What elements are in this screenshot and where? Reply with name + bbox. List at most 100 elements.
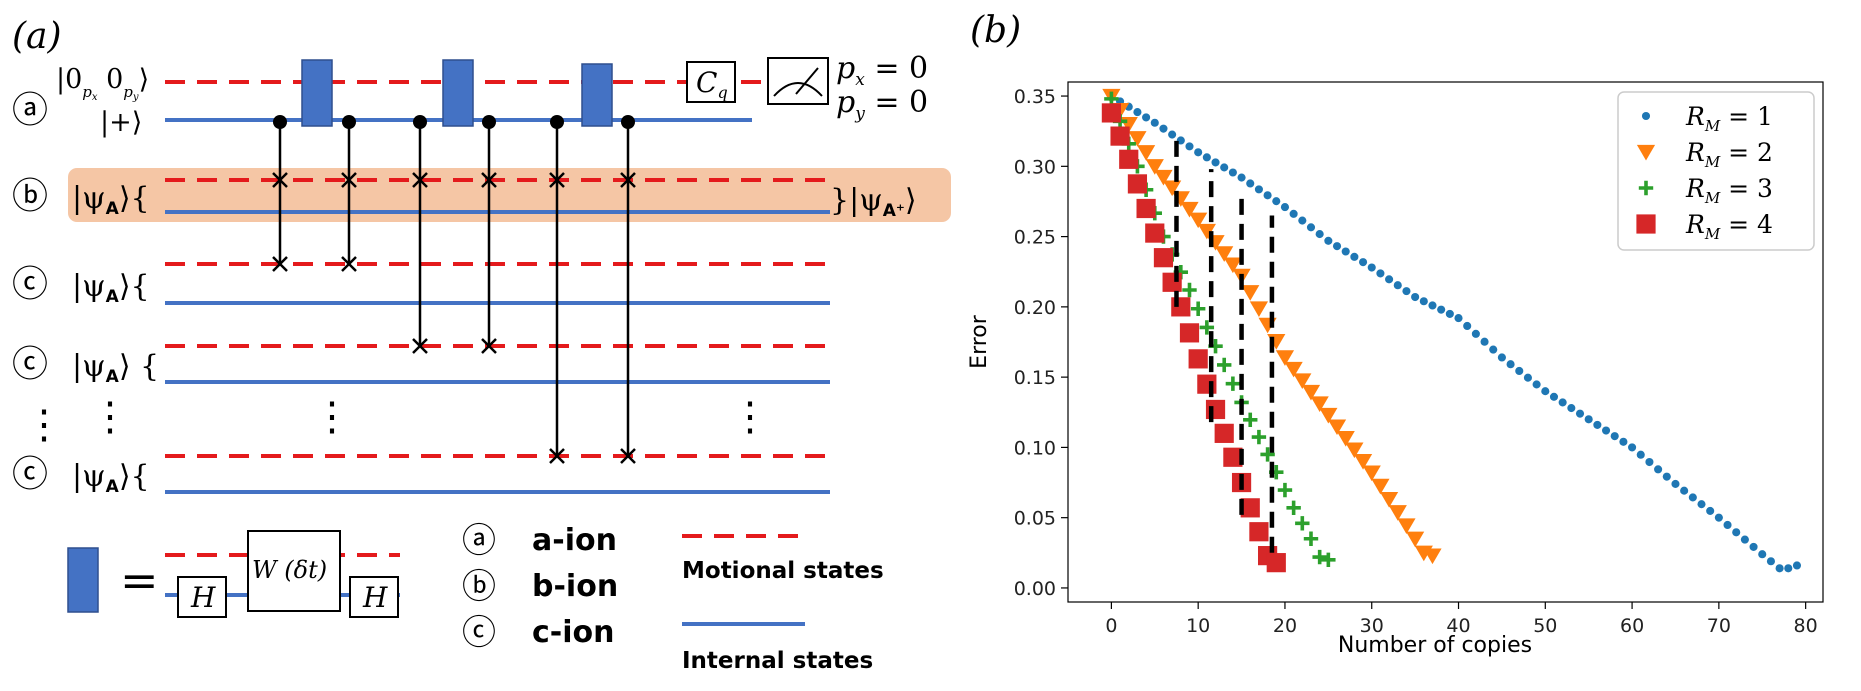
- data-point: [1133, 108, 1142, 117]
- data-point: [1523, 373, 1532, 382]
- vdots-2: ⋮: [90, 394, 130, 440]
- data-point: [1275, 350, 1295, 366]
- panel-a-label: (a): [12, 16, 62, 57]
- x-tick-label: 80: [1794, 615, 1818, 637]
- data-point: [1697, 500, 1706, 509]
- data-point: [1321, 552, 1336, 568]
- data-point: [1289, 209, 1298, 218]
- data-point: [1558, 398, 1567, 407]
- swap-x-mark: [341, 172, 357, 188]
- cq-box: [686, 61, 736, 103]
- legend-marker: [1641, 111, 1651, 121]
- y-tick-label: 0.30: [1014, 156, 1056, 178]
- data-point: [1324, 236, 1333, 245]
- legend-motional-label: Motional states: [682, 558, 884, 584]
- legend-label: RM = 3: [1685, 174, 1773, 207]
- b-ion-highlight: [68, 168, 951, 222]
- x-tick-label: 40: [1446, 615, 1470, 637]
- data-point: [1723, 520, 1732, 530]
- row-marker-c3: ⓒ: [12, 454, 48, 495]
- series-group: [1101, 88, 1802, 573]
- y-tick-label: 0.05: [1014, 508, 1056, 530]
- y-tick-label: 0.35: [1014, 86, 1056, 108]
- legend-entry-3: RM = 3: [1638, 174, 1773, 207]
- data-point: [1241, 285, 1260, 301]
- data-point: [1575, 409, 1585, 418]
- row-marker-c1: ⓒ: [12, 264, 48, 305]
- swap-x-mark: [549, 448, 565, 464]
- data-point: [1332, 242, 1342, 251]
- panel-a-legend: ⓐ ⓑ ⓒ a-ion b-ion c-ion Motional states …: [462, 521, 884, 674]
- h-gate-right: [349, 576, 399, 618]
- data-point: [1749, 542, 1758, 551]
- data-point: [1211, 158, 1220, 167]
- data-point: [1341, 247, 1350, 256]
- h-gate-left: [177, 576, 227, 618]
- legend-marker-c: ⓒ: [462, 613, 496, 653]
- py-result: py = 0: [836, 85, 928, 124]
- data-point: [1137, 145, 1156, 161]
- data-point: [1223, 257, 1242, 274]
- gate-definition: = H W (δt) H: [67, 530, 400, 618]
- data-point: [1127, 174, 1148, 194]
- data-point: [1298, 216, 1307, 225]
- data-point: [1202, 153, 1211, 162]
- data-point: [1393, 281, 1402, 290]
- data-point: [1280, 203, 1290, 212]
- data-point: [1249, 301, 1269, 318]
- data-point: [1136, 198, 1156, 219]
- data-point: [1188, 349, 1208, 369]
- data-point: [1185, 142, 1194, 151]
- x-tick-label: 60: [1620, 615, 1644, 637]
- data-point: [1336, 430, 1355, 447]
- data-point: [1428, 301, 1437, 310]
- x-tick-label: 30: [1360, 615, 1384, 637]
- data-point: [1353, 454, 1373, 470]
- data-point: [1371, 478, 1390, 495]
- data-point: [1180, 201, 1199, 218]
- data-point: [1327, 419, 1347, 436]
- legend-label: RM = 1: [1685, 102, 1773, 135]
- data-point: [1654, 465, 1663, 474]
- data-point: [1251, 429, 1267, 445]
- data-point: [1497, 353, 1506, 362]
- x-tick-label: 50: [1533, 615, 1557, 637]
- data-point: [1110, 126, 1130, 146]
- data-point: [1197, 223, 1216, 240]
- dashed-annotations: [1174, 138, 1275, 553]
- px-result: px = 0: [836, 51, 928, 90]
- data-point: [1671, 479, 1680, 488]
- series-3: [1104, 91, 1336, 568]
- data-point: [1402, 287, 1411, 296]
- data-point: [1189, 212, 1208, 229]
- row-marker-c2: ⓒ: [12, 344, 48, 385]
- data-point: [1306, 223, 1316, 232]
- swap-marks: [272, 172, 636, 464]
- row-marker-a: ⓐ: [12, 90, 48, 131]
- svg-text:Cq: Cq: [696, 66, 728, 102]
- data-point: [1171, 297, 1191, 317]
- panel-b: (b) 0.00 0.05 0.10 0.15 0.20 0.25 0.30 0.35 0 10…: [967, 10, 1824, 658]
- data-point: [1220, 163, 1229, 172]
- swap-x-mark: [412, 172, 428, 188]
- data-point: [1286, 500, 1301, 516]
- data-point: [1197, 374, 1217, 394]
- data-point: [1593, 420, 1602, 429]
- data-point: [1260, 447, 1275, 462]
- data-point: [1217, 357, 1232, 373]
- legend-c-ion: c-ion: [532, 615, 615, 650]
- data-point: [1480, 337, 1489, 346]
- data-point: [1237, 173, 1246, 182]
- row-marker-b: ⓑ: [12, 176, 48, 217]
- c-ion-n-state: |ψA⟩{: [72, 459, 150, 497]
- legend-marker-a: ⓐ: [462, 521, 496, 561]
- data-point: [1145, 223, 1165, 243]
- data-point: [1506, 360, 1515, 369]
- data-point: [1150, 118, 1159, 127]
- panel-b-label: (b): [970, 10, 1021, 51]
- data-point: [1145, 159, 1164, 175]
- data-point: [1293, 373, 1312, 389]
- x-tick-label: 10: [1186, 615, 1210, 637]
- data-point: [1688, 493, 1697, 502]
- data-point: [1228, 168, 1237, 177]
